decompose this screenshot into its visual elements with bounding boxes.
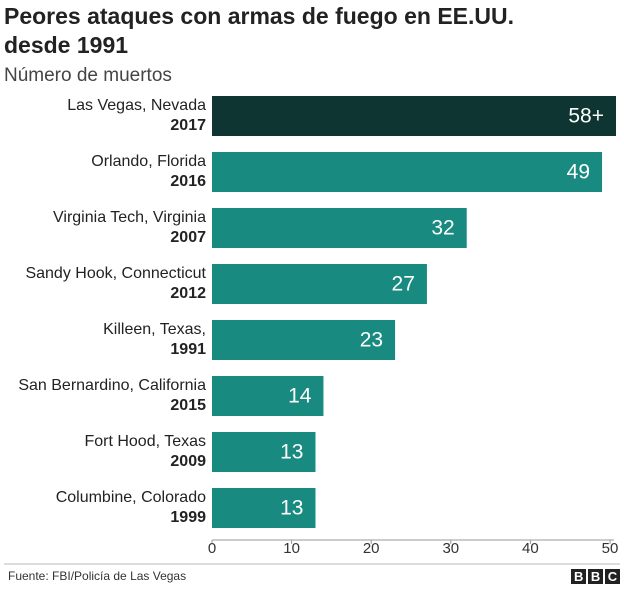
bar <box>212 432 316 472</box>
category-label: Columbine, Colorado <box>56 489 206 506</box>
value-label: 49 <box>567 161 590 184</box>
bar <box>212 320 396 360</box>
value-label: 58+ <box>568 105 604 128</box>
category-label: Fort Hood, Texas <box>84 433 206 450</box>
x-tick-label: 20 <box>363 540 380 557</box>
bar <box>212 96 616 136</box>
year-label: 2016 <box>170 173 206 190</box>
category-label: Killeen, Texas, <box>103 321 206 338</box>
value-label: 32 <box>431 217 454 240</box>
value-label: 13 <box>280 441 303 464</box>
value-label: 23 <box>360 329 383 352</box>
category-label: Sandy Hook, Connecticut <box>25 265 206 282</box>
logo: BBC <box>574 569 624 584</box>
source: Fuente: FBI/Policía de Las Vegas <box>8 569 186 583</box>
logo-block <box>588 569 603 584</box>
x-tick-label: 30 <box>442 540 459 557</box>
category-label: Las Vegas, Nevada <box>67 97 206 114</box>
year-label: 2007 <box>170 229 206 246</box>
chart-title: desde 1991 <box>4 32 128 58</box>
bar <box>212 488 316 528</box>
chart-subtitle: Número de muertos <box>4 65 172 86</box>
bar <box>212 264 427 304</box>
year-label: 1999 <box>170 509 206 526</box>
x-tick-label: 40 <box>522 540 539 557</box>
value-label: 27 <box>392 273 415 296</box>
category-label: Virginia Tech, Virginia <box>53 209 206 226</box>
bar <box>212 152 603 192</box>
logo-block <box>571 569 586 584</box>
chart-title: Peores ataques con armas de fuego en EE.… <box>4 3 514 29</box>
logo-block <box>605 569 620 584</box>
category-label: San Bernardino, California <box>18 377 206 394</box>
year-label: 2009 <box>170 453 206 470</box>
x-tick-label: 50 <box>602 540 619 557</box>
year-label: 2015 <box>170 397 206 414</box>
x-tick-label: 0 <box>208 540 216 557</box>
value-label: 14 <box>288 385 312 408</box>
year-label: 2012 <box>170 285 206 302</box>
x-tick-label: 10 <box>283 540 300 557</box>
year-label: 1991 <box>170 341 206 358</box>
bar <box>212 376 324 416</box>
category-label: Orlando, Florida <box>91 153 206 170</box>
year-label: 2017 <box>170 117 206 134</box>
value-label: 13 <box>280 497 303 520</box>
bar <box>212 208 467 248</box>
